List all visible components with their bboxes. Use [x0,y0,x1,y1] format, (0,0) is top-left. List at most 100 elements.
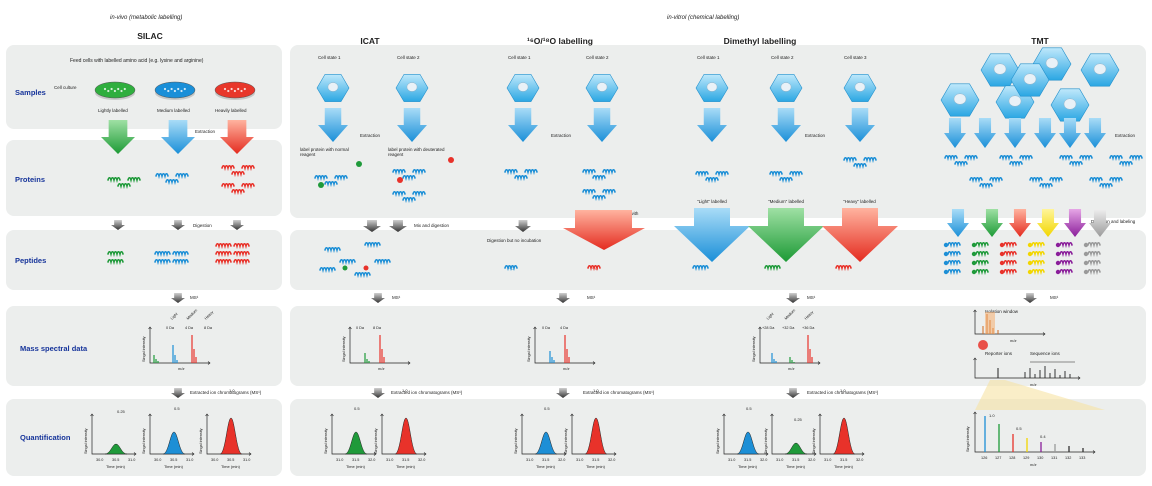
silac-cell-culture: Cell culture [54,85,77,90]
silac-protein-red-2-b [231,188,245,196]
silac-quant-val-1: 0.5 [174,406,180,411]
o18-quant-peak-red [584,417,608,455]
tmt-reporter-tick-4: 130 [1037,456,1043,460]
icat-protein-2b-c [412,190,426,198]
tmt-protein-2-c [1079,154,1093,162]
o18-protein-2b-b [592,194,606,202]
o18-cell-1-nucleus [517,82,529,92]
o18-cell-state-1: Cell state 1 [508,55,531,60]
icat-quant-1-ylabel: Singal intensity [324,428,328,454]
icat-xic: Extracted ion chromatograms (MS¹) [391,390,463,395]
dm-quant-1-xlabel: Time (min) [738,464,758,469]
tmt-cell-6-nucleus [1023,73,1037,85]
icat-protein-1-a [314,174,328,182]
o18-xic-arrow [556,388,570,398]
dm-quant-2-ylabel: Singal intensity [764,428,768,454]
silac-spectrum-axes-arrow-x [207,361,211,365]
silac-dish-medium: Medium labelled [157,108,190,113]
tmt-reporter-mz: m/z [1030,462,1036,467]
icat-protein-1-c [334,174,348,182]
o18-da-0: 0 Da [542,326,551,330]
silac-arrow-blue [161,120,195,154]
silac-quant-2-axes-arrow-x [191,452,195,456]
dm-quant-1-tick: 32.0 [760,458,767,462]
dm-protein-1-a [695,170,709,178]
silac-peptide-blue-3 [172,258,189,266]
row-proteins: Proteins [15,175,46,184]
tmt-tag-5-2 [1083,260,1089,266]
icat-tag-red-2 [397,177,403,183]
icat-quant-1-tick: 31.5 [352,458,359,462]
tmt-tag-3-0 [1027,242,1033,248]
col-dimethyl: Dimethyl labelling [723,36,797,46]
dm-spectrum-xlabel: m/z [788,366,794,371]
o18-quant-1-tick: 32.0 [558,458,565,462]
silac-quant-1-xlabel: Time (min) [106,464,126,469]
icat-cell-1-nucleus [327,82,339,92]
o18-cell-2-nucleus [596,82,608,92]
tmt-tag-4-1 [1055,251,1061,257]
tmt-protein-2-b [1069,160,1083,168]
tmt-peptide-4-1 [1059,250,1073,258]
silac-dish-medium-dot [170,87,173,91]
dm-ms1: MS¹ [807,295,816,300]
icat-da-0: 0 Da [356,326,365,330]
tmt-protein-0-c [964,154,978,162]
dm-quant-2-tick: 31.5 [792,458,799,462]
tmt-extract-arrow-2 [1004,118,1026,148]
tmt-protein-3-b [1119,160,1133,168]
tmt-peptide-3-1 [1031,250,1045,258]
icat-peptide-2 [339,258,356,266]
tmt-ms1-axes-arrow-x [1042,332,1046,336]
dm-quant-1-ylabel: Singal intensity [716,428,720,454]
o18-spectrum-axes-arrow-x [592,361,596,365]
silac-peptide-blue-1 [172,250,189,258]
o18-arrow-1 [508,108,538,142]
tmt-peptide-0-0 [947,241,961,249]
silac-ms-arrow [171,293,185,303]
dm-protein-3-c [863,156,877,164]
silac-quant-3-axes-arrow-x [248,452,252,456]
o18-spectrum-axes-arrow-y [533,326,537,330]
tmt-protein-4-a [969,176,983,184]
o18-quant-2-axes-arrow-y [570,413,574,417]
tmt-peptide-1-3 [975,268,989,276]
dm-protein-2-a [769,170,783,178]
dm-spectrum-axes-arrow-x [817,361,821,365]
tmt-peptide-3-0 [1031,241,1045,249]
silac-dish-heavy-dot [230,87,233,91]
tmt-ms2-mz: m/z [1030,382,1036,387]
row-mass-spectral: Mass spectral data [20,344,88,353]
silac-quant-1-tick: 31.0 [128,458,135,462]
icat-quant-1-axes-arrow-x [373,452,377,456]
silac-quant-3-tick: 30.5 [227,458,234,462]
icat-spectrum-axes [349,327,410,364]
silac-peptide-red-1 [233,242,250,250]
o18-protein-2b-a [582,188,596,196]
tmt-protein-0-a [944,154,958,162]
icat-peptide-0 [324,246,341,254]
silac-protein-green-c [127,176,141,184]
icat-pep-tag-green [342,265,348,271]
tmt-tag-1-3 [971,269,977,275]
tmt-ms1-axes-arrow-y [973,309,977,313]
o18-quant-1-tick: 31.0 [526,458,533,462]
silac-protein-green-b [117,182,131,190]
tmt-reporter-ylabel: Singal intensity [966,426,970,452]
dm-peptide-red [835,264,852,272]
tmt-tag-5-1 [1083,251,1089,257]
dm-quant-2-axes-arrow-y [770,413,774,417]
label-in-vitro: in-vitrol (chemical labelling) [667,15,740,21]
tmt-protein-2-a [1059,154,1073,162]
silac-peptide-red-0 [215,242,232,250]
tmt-peptide-5-2 [1087,259,1101,267]
o18-protein-2a-a [582,168,596,176]
icat-quant-1-tick: 32.0 [368,458,375,462]
silac-peptide-green-0 [107,250,124,258]
dm-protein-1-c [715,170,729,178]
o18-ms1: MS¹ [587,295,596,300]
dm-cell-state-3: Cell state 3 [844,55,867,60]
silac-peptide-green-1 [107,258,124,266]
tmt-reporter: Reporter ions [985,351,1013,356]
icat-spectrum-ylabel: Singal intensity [342,336,346,362]
